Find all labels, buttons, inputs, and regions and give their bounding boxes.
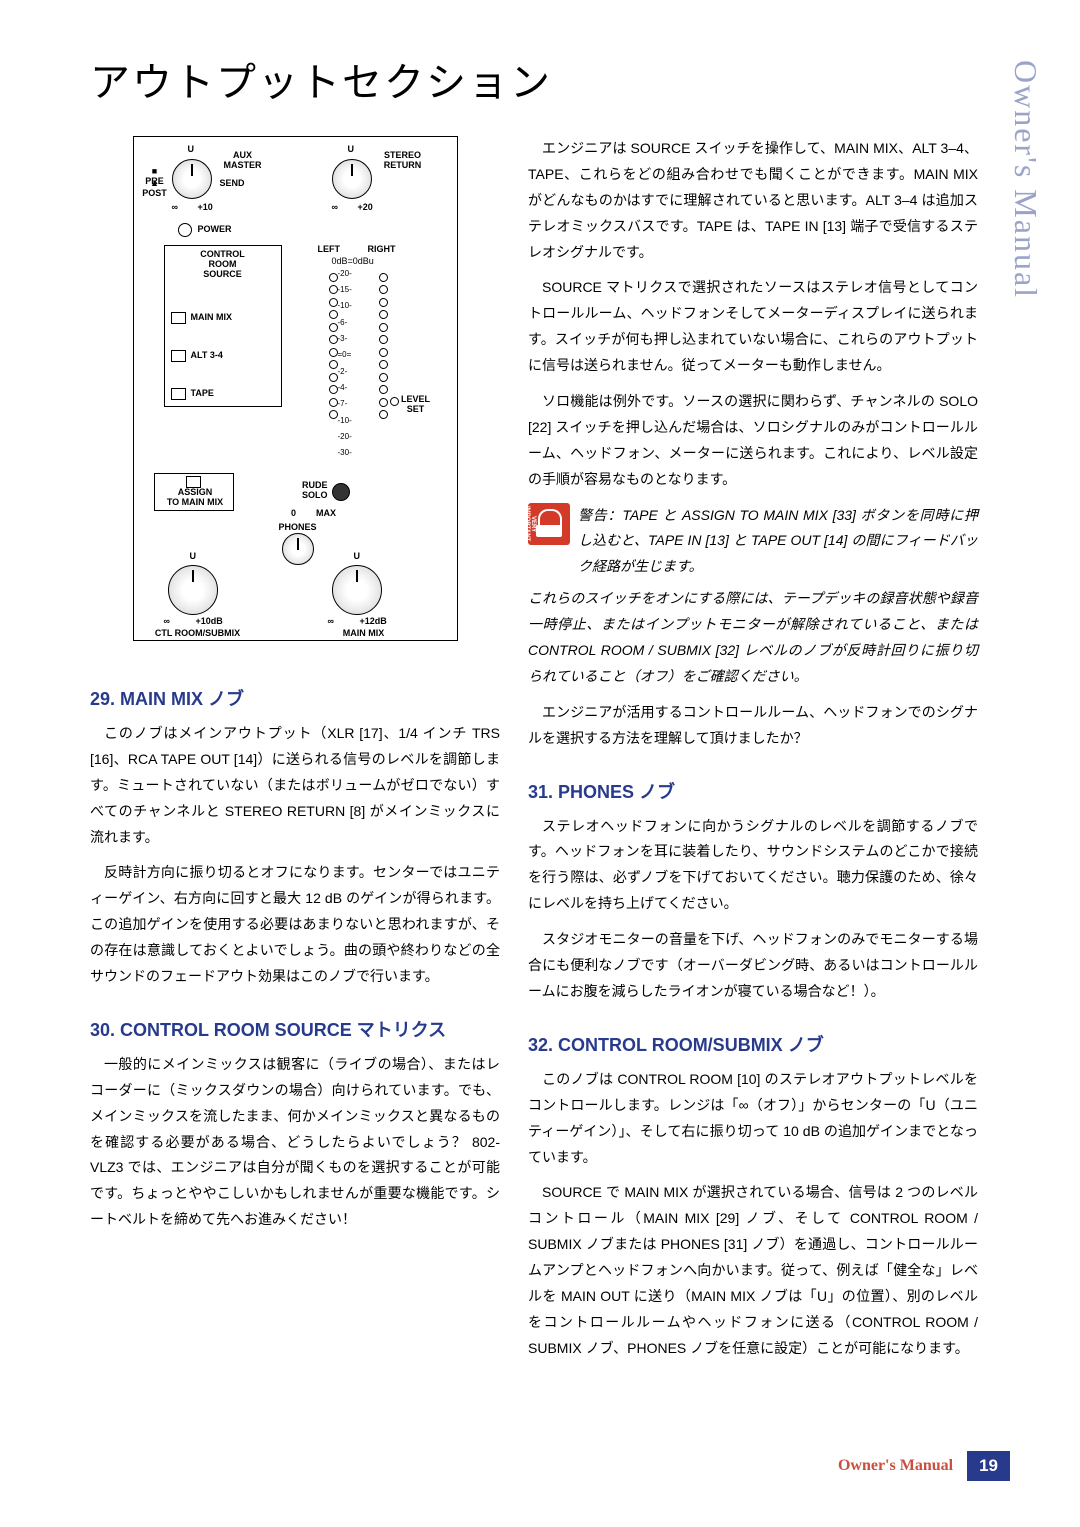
section-31-p1: ステレオヘッドフォンに向かうシグナルのレベルを調節するノブです。ヘッドフォンを耳… xyxy=(528,814,978,918)
right-column: エンジニアは SOURCE スイッチを操作して、MAIN MIX、ALT 3–4… xyxy=(528,136,978,1372)
sr-max: +20 xyxy=(358,203,373,213)
footer: Owner's Manual 19 xyxy=(838,1451,1010,1481)
tape-switch xyxy=(171,388,186,400)
warn-side-text: VERY IMPORTANT xyxy=(529,506,536,542)
level-set-label: LEVEL SET xyxy=(398,395,434,415)
stereo-return-knob xyxy=(332,159,372,199)
stereo-return-label: STEREO RETURN xyxy=(378,151,428,171)
rude-solo-led xyxy=(332,483,350,501)
vertical-title: Owner's Manual xyxy=(1007,60,1044,299)
section-29-head: 29. MAIN MIX ノブ xyxy=(90,685,500,711)
sr-u-label: U xyxy=(348,145,355,155)
control-room-source-box: CONTROL ROOM SOURCE MAIN MIX ALT 3-4 TAP… xyxy=(164,245,282,407)
ctl-inf: ∞ xyxy=(164,617,170,627)
warning-block: VERY IMPORTANT 警告：TAPE と ASSIGN TO MAIN … xyxy=(528,503,978,581)
content-columns: AUX MASTER SEND ■ PRE ▲ POST ∞ +10 U STE… xyxy=(90,136,1010,1372)
left-column: AUX MASTER SEND ■ PRE ▲ POST ∞ +10 U STE… xyxy=(90,136,500,1372)
aux-master-knob xyxy=(172,159,212,199)
alt34-sw-label: ALT 3-4 xyxy=(191,351,223,361)
meter-left-label: LEFT xyxy=(318,245,341,255)
rude-solo-label: RUDE SOLO xyxy=(294,481,328,501)
intro-p2: SOURCE マトリクスで選択されたソースはステレオ信号としてコントロールルーム… xyxy=(528,275,978,379)
warning-line1: 警告：TAPE と ASSIGN TO MAIN MIX [33] ボタンを同時… xyxy=(578,503,978,581)
page-number: 19 xyxy=(967,1451,1010,1481)
main-mix-knob-label: MAIN MIX xyxy=(334,629,394,639)
intro-p3: ソロ機能は例外です。ソースの選択に関わらず、チャンネルの SOLO [22] ス… xyxy=(528,389,978,493)
main-mix-knob xyxy=(332,565,382,615)
mm-u: U xyxy=(354,552,361,562)
ctl-max: +10dB xyxy=(196,617,223,627)
section-30-p1: 一般的にメインミックスは観客に（ライブの場合）、またはレコーダーに（ミックスダウ… xyxy=(90,1052,500,1233)
power-label: POWER xyxy=(198,225,232,235)
section-31-p2: スタジオモニターの音量を下げ、ヘッドフォンのみでモニターする場合にも便利なノブで… xyxy=(528,927,978,1005)
output-section-diagram: AUX MASTER SEND ■ PRE ▲ POST ∞ +10 U STE… xyxy=(133,136,458,641)
section-32-p1: このノブは CONTROL ROOM [10] のステレオアウトプットレベルをコ… xyxy=(528,1067,978,1171)
aux-u-label: U xyxy=(188,145,195,155)
section-31-head: 31. PHONES ノブ xyxy=(528,778,978,804)
phones-knob xyxy=(282,533,314,565)
section-32-head: 32. CONTROL ROOM/SUBMIX ノブ xyxy=(528,1031,978,1057)
warning-after: これらのスイッチをオンにする際には、テープデッキの録音状態や録音一時停止、または… xyxy=(528,586,978,690)
section-29-p1: このノブはメインアウトプット（XLR [17]、1/4 インチ TRS [16]… xyxy=(90,721,500,850)
zero-dbu-label: 0dB=0dBu xyxy=(332,257,374,267)
meter-right-label: RIGHT xyxy=(368,245,396,255)
ctl-room-knob xyxy=(168,565,218,615)
section-29-p2: 反時計方向に振り切るとオフになります。センターではユニティーゲイン、右方向に回す… xyxy=(90,860,500,989)
section-32-p2: SOURCE で MAIN MIX が選択されている場合、信号は 2 つのレベル… xyxy=(528,1180,978,1361)
assign-main-box: ASSIGN TO MAIN MIX xyxy=(154,473,234,511)
mm-inf: ∞ xyxy=(328,617,334,627)
ctl-room-label: CTL ROOM/SUBMIX xyxy=(148,629,248,639)
ctl-u: U xyxy=(190,552,197,562)
level-set-led xyxy=(390,397,399,406)
warning-followup: エンジニアが活用するコントロールルーム、ヘッドフォンでのシグナルを選択する方法を… xyxy=(528,700,978,752)
aux-master-label: AUX MASTER xyxy=(218,151,268,171)
tape-sw-label: TAPE xyxy=(191,389,214,399)
footer-label: Owner's Manual xyxy=(838,1457,953,1475)
main-mix-sw-label: MAIN MIX xyxy=(191,313,233,323)
phones-label: PHONES xyxy=(274,523,322,533)
sr-inf: ∞ xyxy=(332,203,338,213)
crs-label: CONTROL ROOM SOURCE xyxy=(171,250,275,280)
intro-p1: エンジニアは SOURCE スイッチを操作して、MAIN MIX、ALT 3–4… xyxy=(528,136,978,265)
alt34-switch xyxy=(171,350,186,362)
send-label: SEND xyxy=(220,179,245,189)
mm-max: +12dB xyxy=(360,617,387,627)
page-title: アウトプットセクション xyxy=(90,50,1010,108)
power-led xyxy=(178,223,192,237)
warning-icon: VERY IMPORTANT xyxy=(528,503,570,545)
solo-range: 0 MAX xyxy=(274,509,354,519)
aux-max: +10 xyxy=(198,203,213,213)
post-label: ▲ POST xyxy=(142,179,168,199)
main-mix-switch xyxy=(171,312,186,324)
section-30-head: 30. CONTROL ROOM SOURCE マトリクス xyxy=(90,1016,500,1042)
aux-inf: ∞ xyxy=(172,203,178,213)
